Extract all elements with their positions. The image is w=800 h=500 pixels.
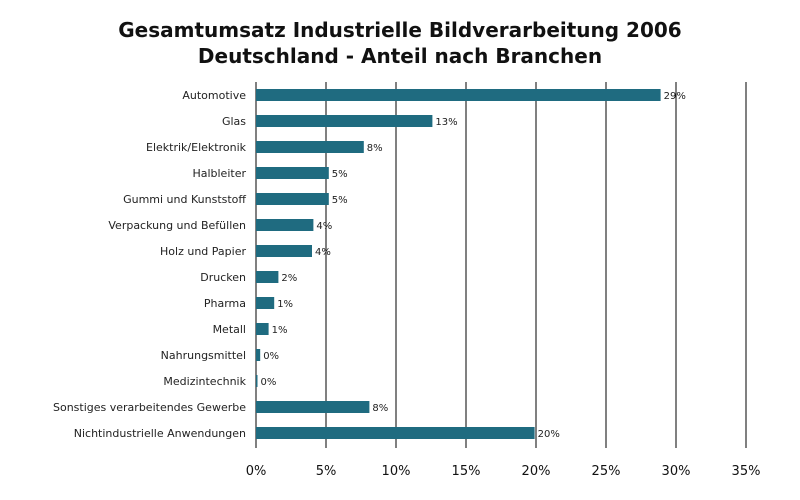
data-label-7: 2% [281,273,297,284]
bar-9 [256,323,269,335]
bar-2 [256,141,364,153]
bar-1 [256,115,433,127]
x-tick-label-2: 10% [382,464,411,479]
bar-10 [256,349,261,361]
category-label-12: Sonstiges verarbeitendes Gewerbe [53,401,246,414]
data-label-11: 0% [261,377,277,388]
x-tick-label-1: 5% [316,464,337,479]
data-label-10: 0% [263,351,279,362]
chart-title-line-2: Deutschland - Anteil nach Branchen [197,44,603,68]
data-label-6: 4% [315,247,331,258]
bar-0 [256,89,661,101]
bar-12 [256,401,370,413]
bar-11 [256,375,258,387]
data-label-5: 4% [316,221,332,232]
x-tick-label-5: 25% [592,464,621,479]
category-label-0: Automotive [182,89,246,102]
bar-5 [256,219,314,231]
data-label-12: 8% [372,403,388,414]
category-label-7: Drucken [200,271,246,284]
bar-4 [256,193,329,205]
category-label-3: Halbleiter [192,167,246,180]
x-tick-label-6: 30% [662,464,691,479]
x-tick-label-3: 15% [452,464,481,479]
data-label-8: 1% [277,299,293,310]
x-tick-label-7: 35% [732,464,761,479]
category-label-1: Glas [222,115,246,128]
category-label-6: Holz und Papier [160,245,246,258]
bar-7 [256,271,279,283]
category-label-8: Pharma [204,297,246,310]
category-label-10: Nahrungsmittel [161,349,246,362]
category-label-4: Gummi und Kunststoff [123,193,246,206]
category-label-9: Metall [213,323,246,336]
bar-8 [256,297,275,309]
bar-6 [256,245,312,257]
category-label-5: Verpackung und Befüllen [108,219,246,232]
category-label-11: Medizintechnik [163,375,246,388]
category-label-13: Nichtindustrielle Anwendungen [74,427,246,440]
data-label-4: 5% [332,195,348,206]
chart-title-line-1: Gesamtumsatz Industrielle Bildverarbeitu… [118,18,682,42]
bar-3 [256,167,329,179]
data-label-3: 5% [332,169,348,180]
x-tick-label-4: 20% [522,464,551,479]
data-label-1: 13% [435,117,457,128]
category-label-2: Elektrik/Elektronik [146,141,247,154]
bar-13 [256,427,535,439]
data-label-13: 20% [538,429,560,440]
x-tick-label-0: 0% [246,464,267,479]
data-label-0: 29% [664,91,686,102]
data-label-2: 8% [367,143,383,154]
data-label-9: 1% [272,325,288,336]
